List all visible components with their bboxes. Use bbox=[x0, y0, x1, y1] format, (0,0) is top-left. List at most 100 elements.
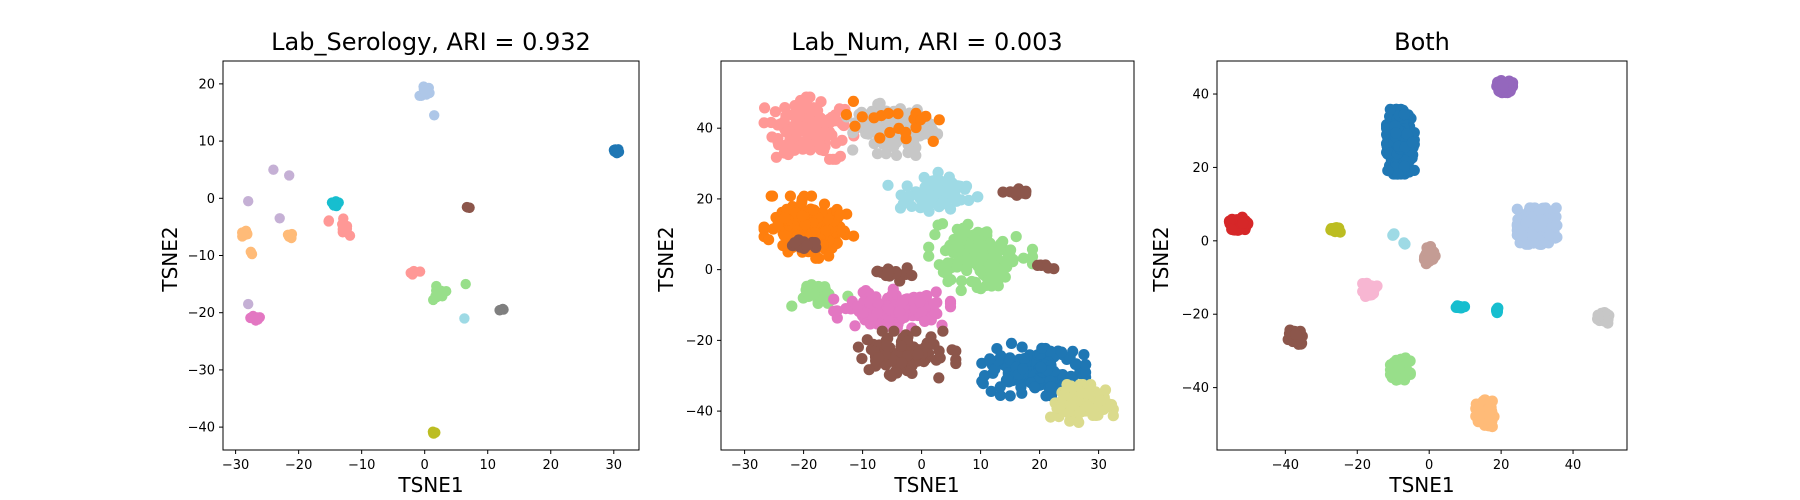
scatter-point bbox=[421, 86, 433, 97]
y-tick-label: 0 bbox=[207, 192, 215, 207]
scatter-point bbox=[1098, 403, 1110, 415]
scatter-point bbox=[1001, 373, 1013, 385]
scatter-point bbox=[797, 143, 809, 155]
y-tick-label: −30 bbox=[188, 363, 215, 378]
scatter-point bbox=[789, 237, 801, 249]
scatter-point bbox=[1010, 231, 1022, 243]
scatter-point bbox=[896, 357, 908, 369]
scatter-point bbox=[1073, 406, 1086, 418]
scatter-point bbox=[882, 107, 895, 119]
scatter-point bbox=[901, 180, 913, 192]
y-tick-label: −40 bbox=[1182, 381, 1209, 396]
scatter-point bbox=[848, 230, 860, 242]
scatter-point bbox=[1401, 128, 1413, 140]
x-tick-label: −20 bbox=[1344, 458, 1371, 473]
scatter-point bbox=[847, 95, 860, 107]
scatter-point bbox=[784, 190, 797, 202]
scatter-point bbox=[872, 297, 884, 309]
scatter-point bbox=[873, 352, 885, 364]
scatter-point bbox=[1290, 328, 1302, 340]
scatter-point bbox=[801, 240, 813, 252]
scatter-point bbox=[1387, 229, 1399, 241]
scatter-point bbox=[882, 267, 894, 279]
y-tick-label: −40 bbox=[188, 421, 215, 436]
scatter-point bbox=[1073, 416, 1085, 428]
x-axis-label: TSNE1 bbox=[1388, 473, 1454, 497]
x-axis-label: TSNE1 bbox=[397, 473, 463, 497]
chart-title: Lab_Num, ARI = 0.003 bbox=[791, 28, 1062, 56]
scatter-point bbox=[923, 205, 935, 217]
scatter-point bbox=[494, 305, 505, 316]
scatter-points bbox=[1223, 75, 1615, 433]
y-axis-label: TSNE2 bbox=[158, 226, 182, 292]
scatter-point bbox=[801, 280, 813, 292]
scatter-point bbox=[1382, 165, 1394, 177]
scatter-point bbox=[780, 126, 793, 138]
scatter-point bbox=[951, 239, 964, 251]
scatter-point bbox=[612, 147, 624, 158]
scatter-point bbox=[778, 115, 790, 127]
scatter-point bbox=[243, 298, 254, 310]
scatter-point bbox=[1069, 358, 1081, 370]
scatter-point bbox=[964, 242, 976, 254]
x-tick-label: 0 bbox=[917, 458, 925, 473]
y-tick-label: 20 bbox=[696, 192, 713, 207]
scatter-point bbox=[929, 306, 941, 318]
scatter-point bbox=[968, 229, 980, 241]
scatter-point bbox=[906, 269, 918, 282]
y-tick-label: −10 bbox=[188, 249, 215, 264]
scatter-point bbox=[933, 114, 945, 126]
scatter-point bbox=[888, 141, 900, 153]
scatter-point bbox=[864, 296, 876, 308]
x-tick-label: 0 bbox=[421, 458, 429, 473]
x-tick-label: −10 bbox=[348, 458, 375, 473]
scatter-point bbox=[779, 102, 791, 114]
scatter-point bbox=[786, 109, 798, 121]
scatter-point bbox=[1099, 384, 1112, 396]
scatter-point bbox=[973, 238, 985, 250]
y-tick-label: 20 bbox=[1192, 161, 1209, 176]
scatter-point bbox=[974, 265, 986, 277]
scatter-point bbox=[1078, 349, 1090, 361]
x-tick-label: −30 bbox=[731, 458, 758, 473]
scatter-point bbox=[286, 228, 298, 240]
scatter-point bbox=[923, 250, 935, 262]
scatter-point bbox=[892, 108, 904, 120]
scatter-point bbox=[779, 212, 791, 224]
chart-title: Lab_Serology, ARI = 0.932 bbox=[271, 28, 591, 56]
scatter-point bbox=[834, 150, 847, 162]
x-tick-label: 10 bbox=[479, 458, 496, 473]
x-tick-label: 20 bbox=[1031, 458, 1048, 473]
scatter-point bbox=[893, 306, 905, 318]
scatter-point bbox=[1384, 103, 1396, 115]
scatter-point bbox=[1004, 390, 1016, 402]
scatter-point bbox=[840, 109, 853, 121]
scatter-point bbox=[1032, 259, 1044, 271]
scatter-point bbox=[1064, 415, 1076, 427]
y-tick-label: −20 bbox=[686, 334, 713, 349]
scatter-point bbox=[1399, 238, 1411, 250]
scatter-point bbox=[274, 213, 285, 224]
scatter-point bbox=[1327, 223, 1339, 236]
scatter-point bbox=[1483, 409, 1495, 421]
y-axis-label: TSNE2 bbox=[654, 226, 678, 292]
scatter-point bbox=[910, 325, 922, 337]
y-tick-label: −40 bbox=[686, 405, 713, 420]
scatter-point bbox=[906, 367, 918, 379]
scatter-point bbox=[884, 126, 896, 139]
scatter-point bbox=[919, 181, 931, 193]
scatter-point bbox=[815, 96, 827, 108]
scatter-points bbox=[758, 91, 1119, 428]
scatter-point bbox=[1005, 337, 1018, 349]
scatter-point bbox=[918, 171, 930, 184]
x-tick-label: 30 bbox=[1090, 458, 1107, 473]
scatter-point bbox=[849, 320, 861, 332]
scatter-point bbox=[929, 229, 941, 241]
scatter-point bbox=[828, 293, 840, 305]
scatter-point bbox=[990, 267, 1003, 280]
scatter-point bbox=[1390, 127, 1402, 139]
scatter-point bbox=[834, 209, 846, 221]
scatter-point bbox=[823, 250, 835, 262]
scatter-point bbox=[1393, 362, 1405, 374]
scatter-point bbox=[408, 265, 419, 277]
